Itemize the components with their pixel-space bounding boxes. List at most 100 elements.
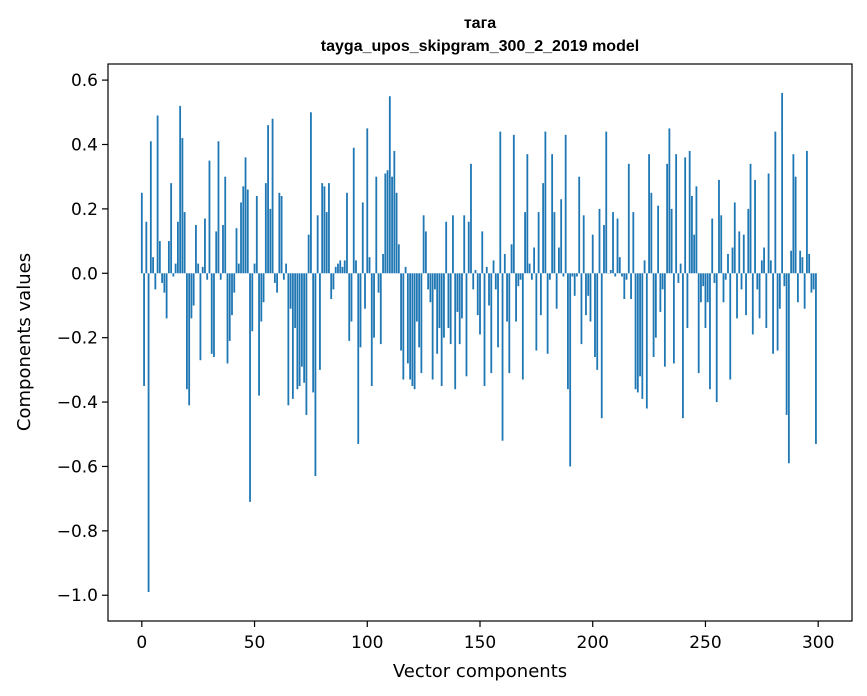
bar [551, 154, 554, 274]
bar [740, 273, 743, 290]
bar [548, 273, 551, 280]
bar [271, 118, 274, 274]
bar [508, 273, 511, 374]
bar [179, 105, 182, 274]
bar [715, 273, 718, 403]
bar [684, 157, 687, 274]
bar [456, 273, 459, 312]
bar [778, 273, 781, 309]
bar [262, 273, 265, 303]
bar [573, 273, 576, 296]
bar [738, 231, 741, 274]
bar [792, 154, 795, 274]
bar [219, 273, 222, 280]
bar [781, 92, 784, 274]
bar [666, 163, 669, 274]
bar [544, 131, 547, 274]
bar [636, 273, 639, 393]
bar [186, 273, 188, 390]
bar [494, 273, 497, 290]
bar [476, 273, 479, 316]
bar [445, 221, 448, 274]
bar [377, 273, 380, 293]
bar [546, 273, 549, 354]
bar [379, 273, 382, 345]
bar [325, 212, 328, 274]
y-tick-label: 0.4 [71, 135, 98, 155]
bar [808, 253, 811, 274]
bar [589, 273, 592, 322]
x-tick-label: 300 [802, 633, 834, 653]
bar [461, 273, 463, 319]
bar [659, 273, 662, 312]
bar [733, 202, 736, 274]
bar [224, 176, 227, 274]
bar [582, 215, 585, 274]
bar [231, 273, 233, 316]
bar [758, 273, 761, 319]
bar [585, 273, 587, 316]
bar [470, 163, 472, 274]
bar [474, 270, 477, 274]
bar [801, 257, 804, 274]
bar [472, 273, 475, 290]
bar [618, 257, 621, 274]
bar [591, 234, 594, 274]
bar [652, 273, 655, 357]
bar [415, 273, 418, 322]
bar [350, 273, 353, 322]
bar [375, 176, 378, 274]
bar [528, 263, 531, 274]
chart-title: тага [464, 15, 496, 32]
x-axis-ticks: 0 50 100 150 200 250 300 [136, 621, 834, 653]
bar [267, 125, 269, 274]
bar [747, 208, 750, 274]
bar [355, 260, 357, 274]
bar [337, 263, 339, 274]
bar [533, 247, 536, 274]
bar [661, 273, 664, 290]
bar [192, 273, 195, 306]
bar [605, 131, 608, 274]
bar [300, 273, 303, 367]
bar [519, 273, 522, 280]
bar [368, 257, 371, 274]
bar [452, 215, 454, 274]
y-tick-label: 0.6 [71, 71, 98, 91]
bar [810, 273, 813, 293]
bar [172, 273, 175, 277]
bar [285, 263, 288, 274]
bar [418, 273, 421, 348]
bar [700, 273, 702, 303]
bar [269, 208, 272, 274]
bar [756, 273, 759, 290]
bar [648, 154, 650, 274]
bar [722, 273, 725, 303]
bar [654, 273, 657, 338]
bar [483, 273, 486, 386]
y-tick-label: −0.8 [57, 522, 98, 542]
bar [467, 221, 470, 274]
bar [727, 253, 729, 274]
bar [772, 273, 774, 354]
bar [199, 273, 202, 361]
bar [190, 273, 193, 319]
bar [447, 273, 450, 329]
bar [222, 224, 224, 274]
bar [709, 273, 711, 390]
bar [812, 273, 815, 290]
bar [578, 176, 581, 274]
bar [411, 273, 414, 386]
bar [195, 224, 197, 274]
bar [553, 212, 556, 274]
x-tick-label: 150 [464, 633, 496, 653]
bar [213, 273, 215, 357]
bar [422, 215, 425, 274]
bar [675, 154, 678, 274]
bar [521, 273, 524, 380]
bar [736, 273, 738, 319]
bar [499, 131, 502, 274]
bar [463, 215, 466, 274]
bar [143, 273, 145, 386]
